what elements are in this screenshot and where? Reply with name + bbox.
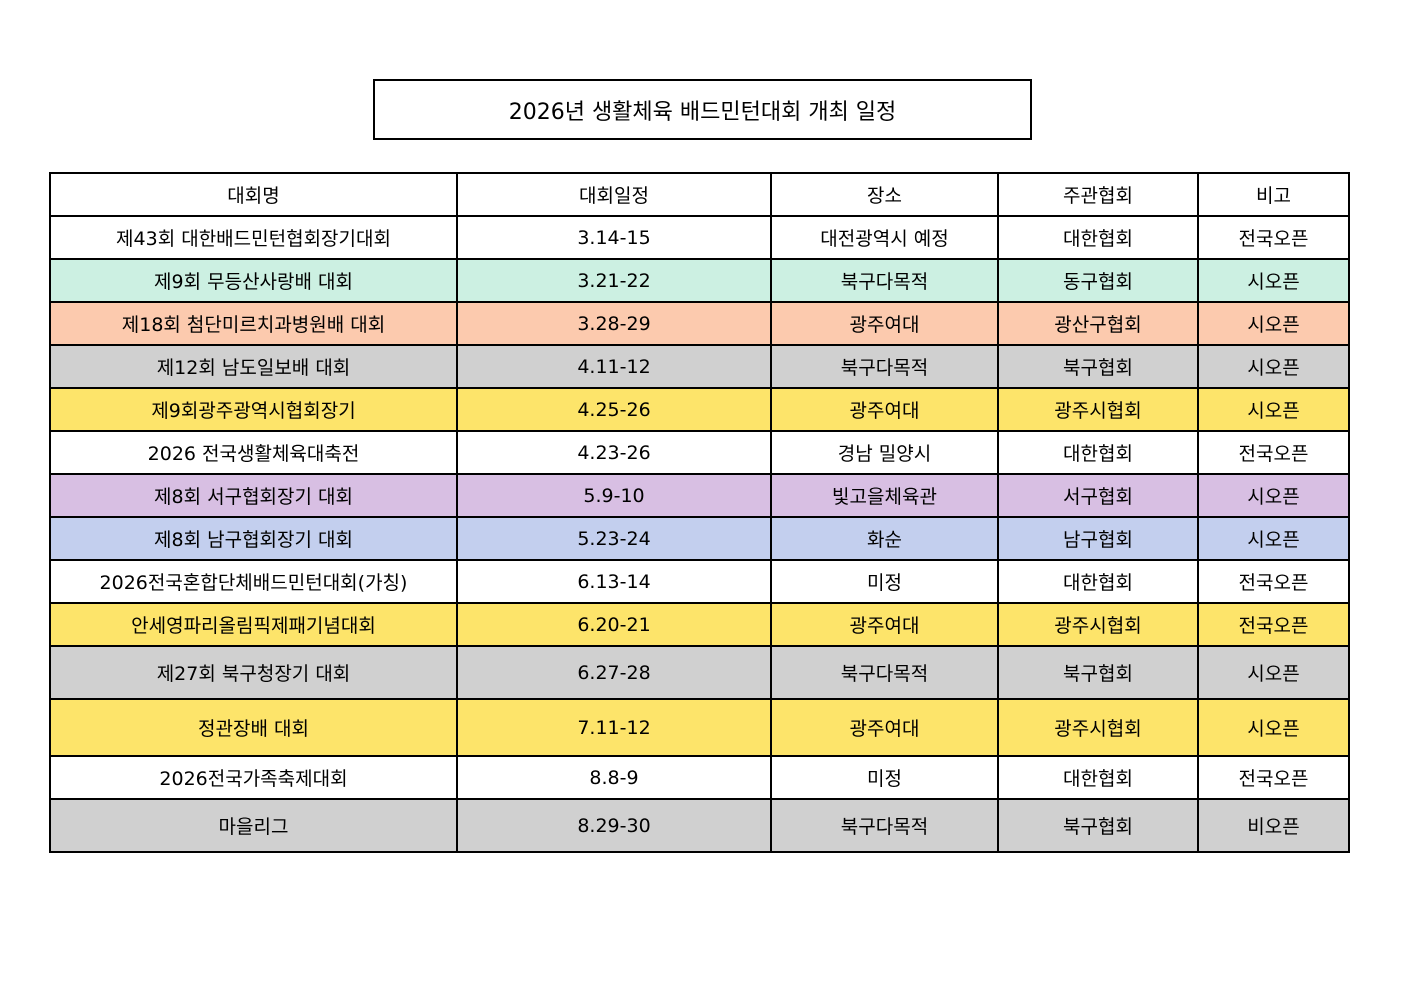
row: 안세영파리올림픽제패기념대회 6.20-21 광주여대 광주시협회 전국오픈 — [49, 602, 1350, 647]
row: 마을리그 8.29-30 북구다목적 북구협회 비오픈 — [49, 798, 1350, 853]
cell: 전국오픈 — [1197, 755, 1350, 800]
header-row: 대회명 대회일정 장소 주관협회 비고 — [49, 172, 1350, 217]
row: 제27회 북구청장기 대회 6.27-28 북구다목적 북구협회 시오픈 — [49, 645, 1350, 700]
cell: 화순 — [770, 516, 999, 561]
cell: 북구협회 — [997, 645, 1199, 700]
cell: 남구협회 — [997, 516, 1199, 561]
row: 제43회 대한배드민턴협회장기대회 3.14-15 대전광역시 예정 대한협회 전국오픈 — [49, 215, 1350, 260]
cell: 제18회 첨단미르치과병원배 대회 — [49, 301, 458, 346]
cell: 시오픈 — [1197, 645, 1350, 700]
cell: 제8회 남구협회장기 대회 — [49, 516, 458, 561]
cell: 4.11-12 — [456, 344, 772, 389]
row: 제8회 남구협회장기 대회 5.23-24 화순 남구협회 시오픈 — [49, 516, 1350, 561]
row: 제8회 서구협회장기 대회 5.9-10 빛고을체육관 서구협회 시오픈 — [49, 473, 1350, 518]
cell: 3.21-22 — [456, 258, 772, 303]
cell: 6.20-21 — [456, 602, 772, 647]
cell: 8.29-30 — [456, 798, 772, 853]
cell: 전국오픈 — [1197, 602, 1350, 647]
cell: 동구협회 — [997, 258, 1199, 303]
cell: 2026전국가족축제대회 — [49, 755, 458, 800]
cell: 시오픈 — [1197, 698, 1350, 757]
row: 제18회 첨단미르치과병원배 대회 3.28-29 광주여대 광산구협회 시오픈 — [49, 301, 1350, 346]
cell: 북구다목적 — [770, 798, 999, 853]
cell: 시오픈 — [1197, 258, 1350, 303]
cell: 광주여대 — [770, 301, 999, 346]
cell: 시오픈 — [1197, 473, 1350, 518]
cell: 장소 — [770, 172, 999, 217]
cell: 대한협회 — [997, 430, 1199, 475]
row: 제12회 남도일보배 대회 4.11-12 북구다목적 북구협회 시오픈 — [49, 344, 1350, 389]
cell: 북구다목적 — [770, 258, 999, 303]
cell: 북구다목적 — [770, 645, 999, 700]
cell: 주관협회 — [997, 172, 1199, 217]
cell: 북구협회 — [997, 798, 1199, 853]
cell: 4.23-26 — [456, 430, 772, 475]
cell: 빛고을체육관 — [770, 473, 999, 518]
cell: 광산구협회 — [997, 301, 1199, 346]
cell: 시오픈 — [1197, 344, 1350, 389]
cell: 북구다목적 — [770, 344, 999, 389]
title: 2026년 생활체육 배드민턴대회 개최 일정 — [373, 79, 1032, 140]
cell: 광주시협회 — [997, 387, 1199, 432]
cell: 8.8-9 — [456, 755, 772, 800]
cell: 시오픈 — [1197, 516, 1350, 561]
cell: 2026전국혼합단체배드민턴대회(가칭) — [49, 559, 458, 604]
cell: 전국오픈 — [1197, 215, 1350, 260]
row: 2026 전국생활체육대축전 4.23-26 경남 밀양시 대한협회 전국오픈 — [49, 430, 1350, 475]
cell: 비오픈 — [1197, 798, 1350, 853]
cell: 5.23-24 — [456, 516, 772, 561]
cell: 시오픈 — [1197, 301, 1350, 346]
cell: 6.13-14 — [456, 559, 772, 604]
cell: 제12회 남도일보배 대회 — [49, 344, 458, 389]
cell: 서구협회 — [997, 473, 1199, 518]
cell: 안세영파리올림픽제패기념대회 — [49, 602, 458, 647]
cell: 5.9-10 — [456, 473, 772, 518]
cell: 대한협회 — [997, 559, 1199, 604]
cell: 제9회광주광역시협회장기 — [49, 387, 458, 432]
cell: 광주시협회 — [997, 698, 1199, 757]
cell: 전국오픈 — [1197, 430, 1350, 475]
cell: 대회일정 — [456, 172, 772, 217]
schedule-table: 대회명 대회일정 장소 주관협회 비고 제43회 대한배드민턴협회장기대회 3.14-15 대… — [49, 172, 1350, 853]
row: 2026전국가족축제대회 8.8-9 미정 대한협회 전국오픈 — [49, 755, 1350, 800]
row: 제9회 무등산사랑배 대회 3.21-22 북구다목적 동구협회 시오픈 — [49, 258, 1350, 303]
cell: 대한협회 — [997, 215, 1199, 260]
cell: 시오픈 — [1197, 387, 1350, 432]
cell: 6.27-28 — [456, 645, 772, 700]
cell: 광주여대 — [770, 698, 999, 757]
cell: 경남 밀양시 — [770, 430, 999, 475]
cell: 광주시협회 — [997, 602, 1199, 647]
cell: 미정 — [770, 559, 999, 604]
row: 2026전국혼합단체배드민턴대회(가칭) 6.13-14 미정 대한협회 전국오픈 — [49, 559, 1350, 604]
cell: 광주여대 — [770, 602, 999, 647]
cell: 3.14-15 — [456, 215, 772, 260]
cell: 정관장배 대회 — [49, 698, 458, 757]
cell: 북구협회 — [997, 344, 1199, 389]
cell: 대전광역시 예정 — [770, 215, 999, 260]
cell: 비고 — [1197, 172, 1350, 217]
cell: 4.25-26 — [456, 387, 772, 432]
cell: 제9회 무등산사랑배 대회 — [49, 258, 458, 303]
cell: 대회명 — [49, 172, 458, 217]
cell: 대한협회 — [997, 755, 1199, 800]
cell: 마을리그 — [49, 798, 458, 853]
cell: 미정 — [770, 755, 999, 800]
row: 제9회광주광역시협회장기 4.25-26 광주여대 광주시협회 시오픈 — [49, 387, 1350, 432]
cell: 제43회 대한배드민턴협회장기대회 — [49, 215, 458, 260]
cell: 전국오픈 — [1197, 559, 1350, 604]
cell: 3.28-29 — [456, 301, 772, 346]
cell: 제8회 서구협회장기 대회 — [49, 473, 458, 518]
cell: 광주여대 — [770, 387, 999, 432]
cell: 제27회 북구청장기 대회 — [49, 645, 458, 700]
cell: 7.11-12 — [456, 698, 772, 757]
row: 정관장배 대회 7.11-12 광주여대 광주시협회 시오픈 — [49, 698, 1350, 757]
cell: 2026 전국생활체육대축전 — [49, 430, 458, 475]
